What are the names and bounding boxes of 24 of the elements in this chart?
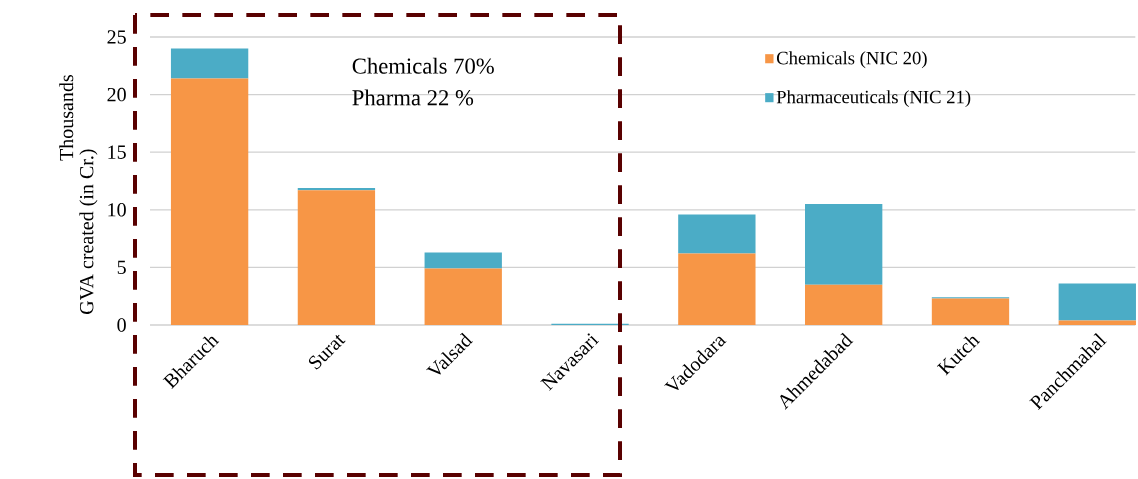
bar bbox=[1058, 283, 1136, 321]
y-tick-label: 15 bbox=[108, 145, 126, 159]
y-axis-title: GVA created (in Cr.) bbox=[79, 149, 98, 314]
annotation: Chemicals 70% bbox=[352, 57, 494, 74]
bar bbox=[297, 190, 376, 325]
y-tick-label: 5 bbox=[117, 260, 126, 275]
bar bbox=[1058, 320, 1136, 325]
legend-label: Chemicals (NIC 20) bbox=[776, 51, 927, 69]
y-tick-label: 0 bbox=[117, 318, 126, 332]
y-tick-label: 10 bbox=[108, 203, 126, 217]
bar bbox=[424, 268, 502, 325]
y-tick-label: 20 bbox=[107, 87, 126, 102]
bar bbox=[678, 253, 756, 325]
y-tick-label: 25 bbox=[107, 30, 126, 44]
bar bbox=[931, 298, 1010, 325]
text: Thousands bbox=[59, 75, 74, 161]
annotation: Pharma 22 % bbox=[352, 89, 474, 106]
bar bbox=[424, 252, 502, 269]
bar bbox=[170, 48, 249, 79]
bar bbox=[805, 204, 883, 285]
bar bbox=[805, 284, 883, 325]
legend-label: Pharmaceuticals (NIC 21) bbox=[776, 90, 971, 108]
bar bbox=[678, 214, 756, 254]
bar bbox=[170, 78, 249, 325]
